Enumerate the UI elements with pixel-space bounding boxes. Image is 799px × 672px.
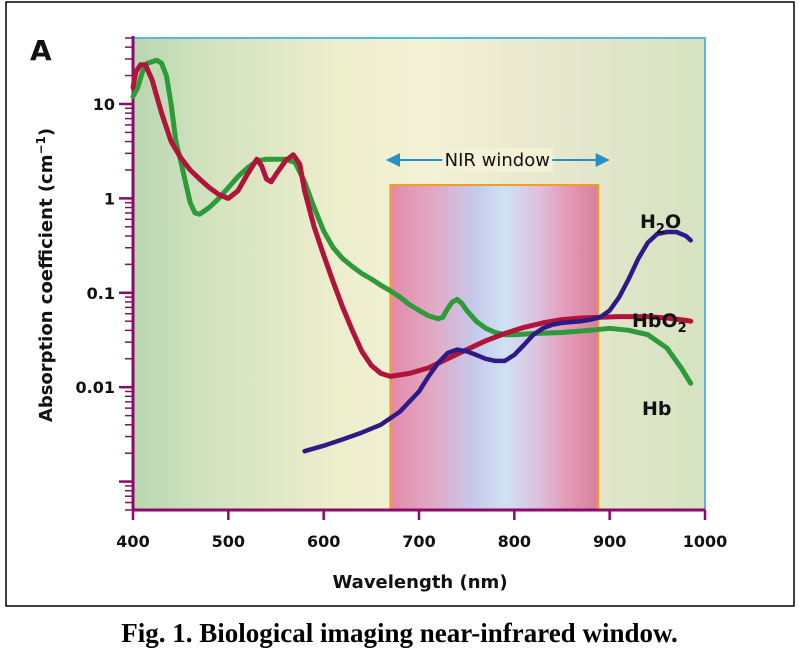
x-tick-label: 600	[307, 532, 340, 551]
y-tick-label: 10	[93, 95, 115, 114]
panel-label: A	[30, 34, 52, 67]
x-axis-title: Wavelength (nm)	[332, 572, 507, 593]
y-axis-title-main: Absorption coefficient (cm	[36, 155, 57, 423]
nir-label-backdrop	[442, 148, 553, 172]
y-tick-label: 1	[104, 189, 115, 208]
series-labels: Hb HbO2 H2O	[632, 211, 687, 420]
series-line-h2o	[302, 229, 693, 454]
x-tick-label: 700	[402, 532, 435, 551]
nir-window-label: NIR window	[445, 150, 550, 171]
y-axis-title: Absorption coefficient (cm−1)	[34, 128, 57, 422]
y-axis-title-sup: −1	[34, 136, 48, 154]
x-tick-label: 800	[498, 532, 531, 551]
y-tick-label: 0.1	[87, 284, 115, 303]
series-label-hbo2: HbO2	[632, 310, 687, 336]
x-tick-label: 900	[593, 532, 626, 551]
x-tick-label: 500	[212, 532, 245, 551]
x-tick-label: 400	[116, 532, 149, 551]
series-label-h2o: H2O	[640, 211, 681, 237]
figure-caption: Fig. 1. Biological imaging near-infrared…	[121, 618, 678, 648]
series-label-hb: Hb	[642, 398, 672, 420]
series-group	[130, 57, 694, 454]
y-tick-label: 0.01	[76, 378, 115, 397]
axes: 10 1 0.1 0.01 400 500 600 700 800 900 1000	[76, 36, 728, 551]
nir-window-region	[389, 184, 600, 511]
series-line-hbo2	[130, 62, 694, 379]
y-axis-title-end: )	[36, 128, 57, 136]
x-tick-label: 1000	[683, 532, 728, 551]
